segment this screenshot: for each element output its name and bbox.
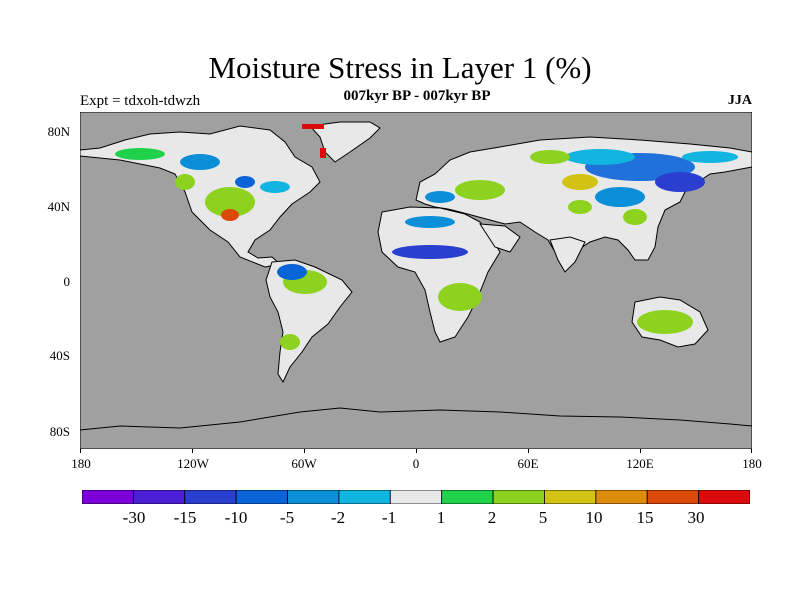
colorbar-label-2: -10: [224, 508, 248, 527]
tick-lon-60e: [528, 449, 529, 453]
tick-lon-180w: [80, 449, 81, 453]
lat-label-40s: 40S: [49, 348, 70, 363]
colorbar-label-0: -30: [122, 508, 146, 527]
tick-lon-120e: [640, 449, 641, 453]
season-label: JJA: [727, 93, 752, 108]
colorbar-swatch-10: [595, 490, 648, 504]
lon-label-120w: 120W: [177, 456, 209, 471]
colorbar-swatch-6: [389, 490, 443, 504]
lon-label-0: 0: [412, 456, 420, 471]
colorbar-label-4: -2: [330, 508, 346, 527]
colorbar-swatch-5: [338, 490, 391, 504]
colorbar-label-9: 10: [585, 508, 603, 527]
greenland: [308, 121, 381, 163]
tick-lon-0: [416, 449, 417, 453]
colorbar-label-10: 15: [636, 508, 654, 527]
tick-lon-60w: [304, 449, 305, 453]
tick-lon-120w: [192, 449, 193, 453]
colorbar-swatch-8: [492, 490, 545, 504]
colorbar: [82, 490, 750, 504]
map-title: Moisture Stress in Layer 1 (%): [208, 50, 592, 85]
lon-label-60e: 60E: [517, 456, 539, 471]
colorbar-swatch-1: [132, 490, 186, 504]
lon-label-180e: 180: [742, 456, 762, 471]
tick-lon-180e: [751, 449, 752, 453]
map-subtitle: 007kyr BP - 007kyr BP: [343, 88, 491, 104]
arabia: [479, 223, 521, 253]
lat-label-40n: 40N: [47, 199, 70, 214]
india: [549, 236, 586, 273]
colorbar-swatch-4: [287, 490, 340, 504]
colorbar-label-5: -1: [381, 508, 397, 527]
colorbar-swatch-7: [441, 490, 494, 504]
north-america: [80, 125, 321, 268]
colorbar-label-6: 1: [436, 508, 446, 527]
colorbar-label-7: 2: [487, 508, 497, 527]
colorbar-swatch-0: [82, 490, 134, 504]
lon-label-60w: 60W: [291, 456, 317, 471]
colorbar-label-3: -5: [279, 508, 295, 527]
lat-label-0: 0: [63, 274, 71, 289]
lon-label-180w: 180: [71, 456, 91, 471]
colorbar-swatch-12: [698, 490, 750, 504]
antarctica: [80, 407, 752, 449]
lat-label-80s: 80S: [49, 424, 70, 439]
colorbar-swatch-11: [646, 490, 700, 504]
anomaly-patches: [115, 124, 738, 350]
colorbar-swatch-2: [184, 490, 237, 504]
colorbar-swatch-3: [235, 490, 288, 504]
colorbar-label-1: -15: [173, 508, 197, 527]
experiment-label: Expt = tdxoh-tdwzh: [80, 93, 201, 109]
colorbar-label-11: 30: [687, 508, 705, 527]
south-america: [265, 259, 353, 384]
colorbar-swatch-9: [544, 490, 597, 504]
world-map: [80, 112, 752, 449]
lon-label-120e: 120E: [626, 456, 654, 471]
colorbar-label-8: 5: [538, 508, 548, 527]
lat-label-80n: 80N: [47, 124, 70, 139]
